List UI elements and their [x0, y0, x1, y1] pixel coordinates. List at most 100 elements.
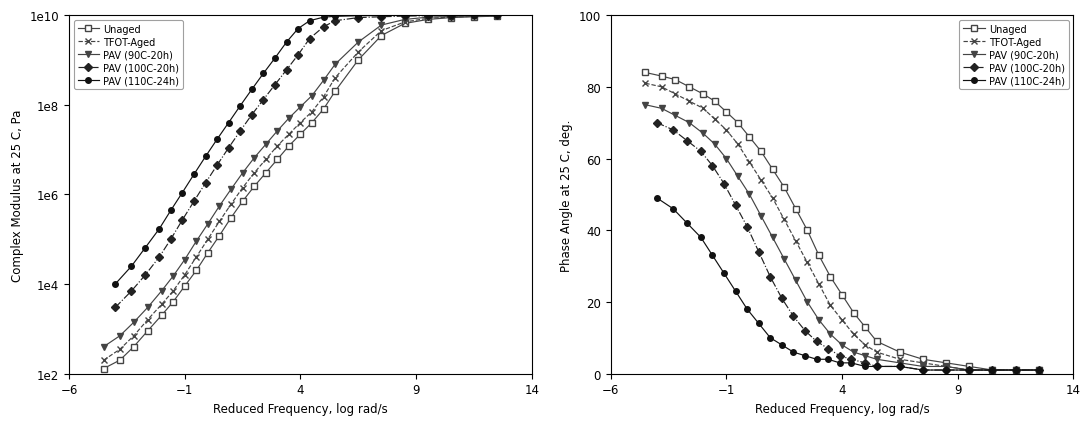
TFOT-Aged	[490, 14, 503, 20]
TFOT-Aged	[963, 368, 976, 373]
PAV (110C-24h)	[199, 155, 212, 160]
PAV (110C-24h)	[211, 137, 224, 142]
PAV (110C-24h)	[787, 350, 800, 355]
PAV (110C-24h)	[666, 207, 679, 212]
PAV (100C-20h)	[729, 203, 743, 208]
PAV (90C-20h)	[271, 129, 284, 134]
TFOT-Aged	[352, 50, 365, 55]
PAV (90C-20h)	[259, 143, 272, 148]
PAV (100C-20h)	[798, 328, 811, 334]
PAV (110C-24h)	[153, 227, 166, 232]
Unaged	[858, 325, 871, 330]
PAV (100C-20h)	[695, 150, 708, 155]
PAV (100C-20h)	[870, 364, 883, 369]
TFOT-Aged	[939, 364, 952, 369]
PAV (90C-20h)	[682, 121, 696, 126]
PAV (90C-20h)	[870, 357, 883, 362]
Unaged	[248, 184, 261, 190]
TFOT-Aged	[294, 121, 307, 126]
PAV (110C-24h)	[257, 72, 270, 77]
PAV (110C-24h)	[176, 190, 189, 196]
PAV (100C-20h)	[317, 25, 330, 30]
TFOT-Aged	[97, 358, 110, 363]
PAV (90C-20h)	[963, 368, 976, 373]
Unaged	[167, 299, 180, 305]
Unaged	[682, 85, 696, 90]
TFOT-Aged	[236, 186, 249, 191]
Unaged	[767, 167, 780, 173]
PAV (90C-20h)	[1032, 368, 1045, 373]
PAV (100C-20h)	[763, 275, 776, 280]
PAV (110C-24h)	[651, 196, 664, 201]
PAV (100C-20h)	[821, 346, 834, 351]
TFOT-Aged	[271, 144, 284, 149]
PAV (110C-24h)	[986, 368, 999, 373]
PAV (90C-20h)	[317, 79, 330, 84]
PAV (110C-24h)	[1032, 368, 1045, 373]
PAV (100C-20h)	[280, 68, 293, 73]
Unaged	[986, 368, 999, 373]
Line: TFOT-Aged: TFOT-Aged	[100, 14, 500, 363]
PAV (100C-20h)	[787, 314, 800, 319]
PAV (100C-20h)	[858, 360, 871, 366]
TFOT-Aged	[812, 282, 826, 287]
PAV (90C-20h)	[639, 103, 652, 108]
PAV (100C-20h)	[164, 237, 177, 242]
PAV (100C-20h)	[176, 218, 189, 223]
TFOT-Aged	[248, 171, 261, 176]
Unaged	[732, 121, 745, 126]
Y-axis label: Complex Modulus at 25 C, Pa: Complex Modulus at 25 C, Pa	[11, 109, 24, 281]
Unaged	[870, 339, 883, 344]
Unaged	[422, 18, 435, 23]
PAV (90C-20h)	[190, 239, 203, 244]
PAV (90C-20h)	[422, 16, 435, 21]
PAV (100C-20h)	[222, 146, 235, 151]
TFOT-Aged	[306, 110, 319, 115]
PAV (110C-24h)	[798, 353, 811, 358]
PAV (110C-24h)	[916, 368, 929, 373]
Unaged	[306, 121, 319, 126]
TFOT-Aged	[178, 273, 191, 278]
Unaged	[236, 199, 249, 204]
TFOT-Aged	[835, 317, 848, 322]
PAV (110C-24h)	[234, 104, 247, 109]
PAV (100C-20h)	[717, 181, 731, 187]
Unaged	[259, 171, 272, 176]
PAV (100C-20h)	[211, 163, 224, 168]
TFOT-Aged	[732, 142, 745, 147]
PAV (90C-20h)	[329, 63, 342, 68]
Unaged	[778, 185, 791, 190]
Unaged	[639, 71, 652, 76]
Unaged	[1009, 368, 1022, 373]
PAV (110C-24h)	[1009, 368, 1022, 373]
Unaged	[709, 99, 722, 104]
X-axis label: Reduced Frequency, log rad/s: Reduced Frequency, log rad/s	[213, 402, 388, 415]
PAV (110C-24h)	[304, 19, 317, 24]
PAV (90C-20h)	[375, 23, 388, 29]
PAV (110C-24h)	[467, 14, 480, 19]
PAV (90C-20h)	[225, 187, 238, 193]
PAV (110C-24h)	[124, 264, 138, 269]
PAV (100C-20h)	[352, 16, 365, 21]
TFOT-Aged	[986, 368, 999, 373]
PAV (110C-24h)	[729, 289, 743, 294]
PAV (100C-20h)	[269, 83, 282, 88]
PAV (110C-24h)	[858, 364, 871, 369]
PAV (110C-24h)	[821, 357, 834, 362]
PAV (100C-20h)	[375, 15, 388, 20]
Unaged	[225, 216, 238, 221]
TFOT-Aged	[259, 158, 272, 163]
Unaged	[1032, 368, 1045, 373]
PAV (90C-20h)	[97, 344, 110, 349]
PAV (90C-20h)	[1009, 368, 1022, 373]
Unaged	[317, 107, 330, 112]
PAV (100C-20h)	[810, 339, 823, 344]
PAV (90C-20h)	[986, 368, 999, 373]
Unaged	[893, 350, 906, 355]
PAV (100C-20h)	[422, 14, 435, 19]
TFOT-Aged	[444, 16, 458, 21]
PAV (110C-24h)	[444, 14, 458, 19]
PAV (100C-20h)	[845, 357, 858, 362]
Unaged	[352, 58, 365, 63]
Unaged	[720, 110, 733, 115]
